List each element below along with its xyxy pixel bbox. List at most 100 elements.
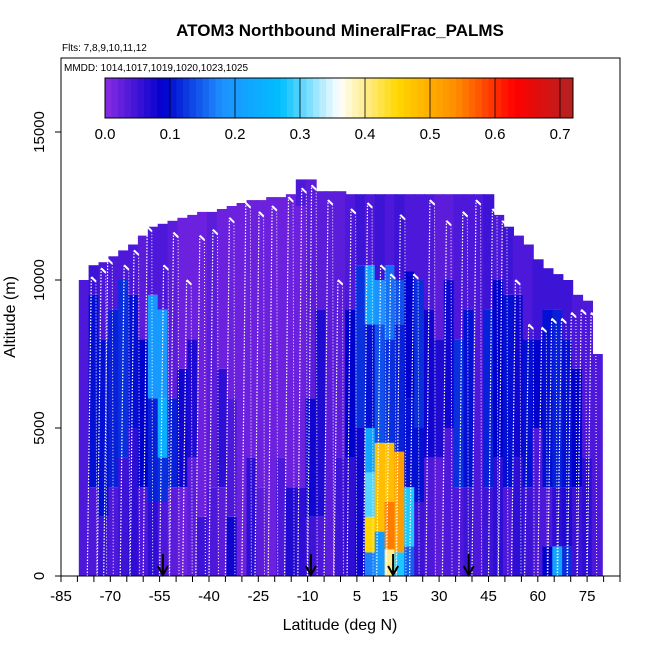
- heatmap-cell-39-1: [463, 309, 475, 488]
- profile-level-16: [301, 187, 307, 194]
- colorbar-swatch-65: [527, 78, 535, 118]
- profile-ascent-17: [307, 185, 313, 576]
- heatmap-cell-43-1: [502, 294, 514, 488]
- profile-descent-16: [305, 192, 308, 576]
- heatmap-cell-29-0: [364, 552, 376, 576]
- colorbar-swatch-15: [202, 78, 210, 118]
- profile-level-38: [580, 308, 587, 315]
- profile-level-34: [541, 326, 547, 333]
- profile-level-33: [527, 323, 534, 330]
- heatmap-cell-14-2: [216, 209, 228, 369]
- profile-level-1: [100, 267, 107, 274]
- x-tick-label-1: -70: [99, 588, 121, 605]
- heatmap-cell-24-2: [315, 191, 327, 310]
- heatmap-cell-20-1: [276, 197, 288, 458]
- colorbar-tick-label-1: 0.1: [160, 126, 181, 143]
- heatmap-cell-38-0: [453, 487, 465, 576]
- profile-level-9: [199, 234, 206, 241]
- x-tick-label-11: 75: [579, 588, 596, 605]
- heatmap-cell-31-5: [384, 194, 396, 266]
- profile-ascent-13: [254, 211, 260, 576]
- heatmap-cell-4-0: [118, 457, 130, 576]
- colorbar-swatch-36: [339, 78, 346, 118]
- colorbar-swatch-7: [150, 78, 158, 118]
- profile-level-17: [310, 184, 317, 191]
- profile-descent-0: [95, 281, 98, 576]
- colorbar-tick-label-6: 0.6: [485, 126, 506, 143]
- profile-ascent-26: [425, 200, 431, 576]
- heatmap-cell-36-2: [433, 194, 445, 340]
- profile-descent-20: [355, 213, 358, 576]
- colorbar-swatch-57: [475, 78, 483, 118]
- profile-level-28: [462, 211, 469, 218]
- colorbar-swatch-16: [209, 78, 216, 118]
- heatmap-cell-31-0: [384, 549, 396, 576]
- profile-descent-2: [111, 263, 114, 576]
- colorbar-swatch-14: [196, 78, 203, 118]
- colorbar: [104, 77, 574, 119]
- heatmap-cell-25-0: [325, 191, 337, 576]
- heatmap-cell-41-1: [483, 309, 495, 488]
- profile-ascent-20: [346, 208, 352, 576]
- colorbar-swatch-26: [274, 78, 281, 118]
- profile-descent-9: [203, 239, 206, 576]
- profile-ascent-10: [208, 229, 214, 576]
- colorbar-tick-label-7: 0.7: [550, 126, 571, 143]
- heatmap-cell-6-0: [137, 487, 149, 576]
- profile-descent-5: [151, 231, 154, 576]
- heatmap-cell-44-1: [512, 294, 524, 458]
- heatmap-cell-34-0: [414, 502, 426, 576]
- y-axis: 0 5000 10000 15000: [31, 111, 61, 580]
- heatmap-cell-5-0: [128, 428, 140, 576]
- profile-ascent-34: [537, 327, 543, 576]
- heatmap-cell-33-4: [404, 194, 416, 272]
- profile-level-3: [123, 264, 130, 271]
- colorbar-swatch-47: [410, 78, 418, 118]
- profile-level-13: [258, 211, 265, 218]
- profile-level-18: [327, 199, 334, 206]
- profile-descent-26: [434, 204, 436, 576]
- profile-ascent-32: [510, 279, 516, 576]
- heatmap-cell-37-2: [443, 194, 455, 280]
- y-tick-label-0: 0: [31, 572, 48, 580]
- heatmap-cell-47-3: [542, 268, 554, 310]
- profile-ascent-28: [458, 211, 464, 576]
- profile-ascent-25: [409, 274, 415, 576]
- colorbar-swatch-21: [241, 78, 249, 118]
- profile-level-14: [271, 205, 278, 212]
- profile-level-2: [107, 258, 113, 265]
- profile-level-15: [287, 196, 294, 203]
- heatmap-cell-32-2: [394, 324, 406, 452]
- heatmap-cell-12-1: [197, 211, 209, 517]
- colorbar-swatch-54: [456, 78, 463, 118]
- heatmap-cell-17-0: [246, 457, 258, 576]
- profile-level-10: [212, 228, 219, 235]
- heatmap-cell-24-1: [315, 309, 327, 517]
- heatmap-cell-48-3: [552, 274, 564, 310]
- heatmap-cell-44-0: [512, 457, 524, 576]
- heatmap-cell-21-1: [285, 194, 297, 488]
- colorbar-swatch-20: [235, 78, 242, 118]
- colorbar-swatch-56: [469, 78, 476, 118]
- heatmap-cell-49-3: [562, 280, 574, 340]
- profile-level-12: [245, 202, 252, 209]
- heatmap-cell-16-0: [236, 203, 248, 576]
- heatmap-cell-8-1: [157, 457, 169, 502]
- heatmap-cell-34-2: [414, 280, 426, 428]
- heatmap-cell-4-2: [118, 250, 130, 280]
- heatmap-cell-2-2: [98, 262, 110, 340]
- colorbar-swatch-3: [124, 78, 132, 118]
- heatmap-cell-46-1: [532, 339, 544, 428]
- profile-ascent-6: [159, 265, 165, 576]
- heatmap-cell-36-0: [433, 457, 445, 576]
- profile-descent-39: [595, 316, 598, 576]
- arrow-head-3: [462, 565, 475, 578]
- profile-descent-11: [233, 222, 236, 576]
- heatmap-cell-36-1: [433, 339, 445, 458]
- profile-ascent-4: [129, 250, 135, 576]
- heatmap-cell-50-1: [572, 368, 584, 488]
- heatmap-cell-38-1: [453, 339, 465, 488]
- profile-ascent-22: [376, 265, 382, 576]
- heatmap-cell-51-1: [581, 300, 593, 458]
